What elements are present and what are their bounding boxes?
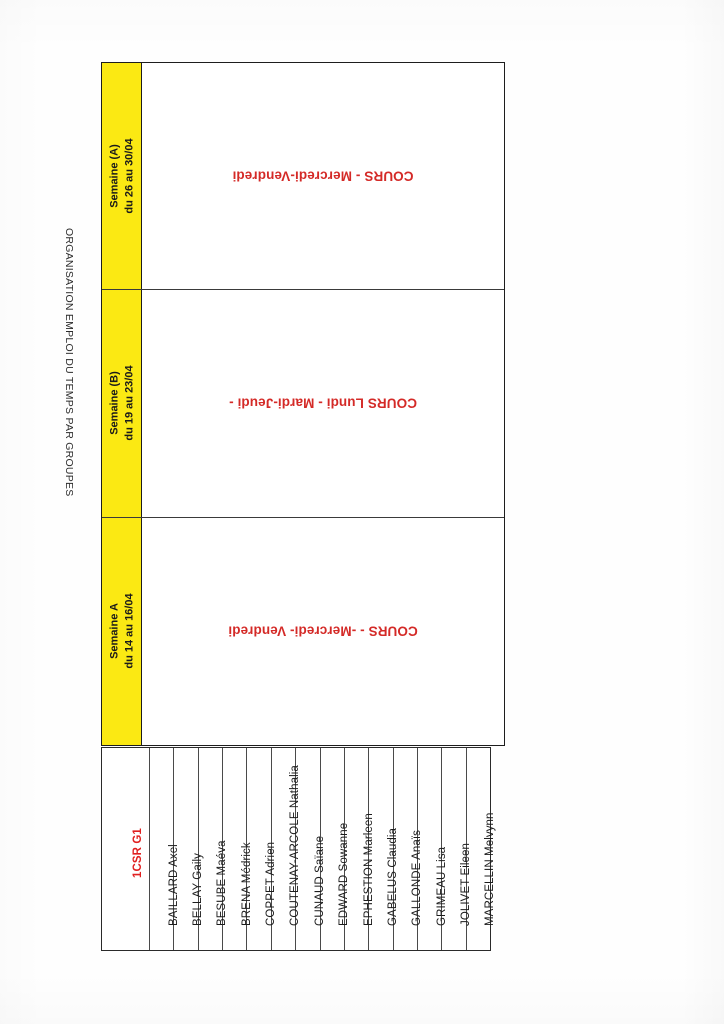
roster-name-column: CUNAUD Saïane <box>296 748 326 950</box>
week-dates: du 26 au 30/04 <box>122 138 135 214</box>
roster-name-column: GRIMEAU Lisa <box>418 748 448 950</box>
week-header-cell: Semaine (B) du 19 au 23/04 <box>102 290 142 517</box>
week-dates: du 14 au 16/04 <box>122 593 135 669</box>
schedule-row: Semaine A du 14 au 16/04 COURS - -Mercre… <box>102 517 504 745</box>
roster-name-column: COUTENAY-ARCOLE Nathalia <box>272 748 301 950</box>
week-dates: du 19 au 23/04 <box>122 365 135 442</box>
schedule-row: Semaine (B) du 19 au 23/04 COURS Lundi -… <box>102 290 504 518</box>
week-header-cell: Semaine A du 14 au 16/04 <box>102 517 142 745</box>
student-roster-table: 1CSR G1 BAILLARD Axel BELLAY Gaily BESUBE … <box>101 747 496 951</box>
course-days-text: COURS Lundi - Mardi-Jeudi - <box>229 395 417 411</box>
week-name: Semaine (B) <box>108 371 120 436</box>
roster-name-column: BRENA Médrick <box>223 748 253 950</box>
group-label: 1CSR G1 <box>131 828 144 878</box>
roster-name-column: COPPET Adrien <box>247 748 277 950</box>
week-header-text: Semaine (A) du 26 au 30/04 <box>107 139 136 214</box>
student-name: MARCELLIN Melvynn <box>484 812 497 926</box>
roster-name-column: BAILLARD Axel <box>150 748 180 950</box>
course-days-text: COURS - -Mercredi- Vendredi <box>228 623 418 639</box>
schedule-cell: COURS Lundi - Mardi-Jeudi - <box>142 290 504 517</box>
roster-group-column: 1CSR G1 <box>102 748 150 950</box>
schedule-row: Semaine (A) du 26 au 30/04 COURS - Mercr… <box>102 63 504 291</box>
schedule-cell: COURS - Mercredi-Vendredi <box>142 63 504 290</box>
week-header-text: Semaine A du 14 au 16/04 <box>107 594 136 669</box>
week-name: Semaine (A) <box>108 144 120 208</box>
schedule-cell: COURS - -Mercredi- Vendredi <box>142 517 504 745</box>
roster-name-column: GALLONDE Anaïs <box>394 748 423 950</box>
course-days-text: COURS - Mercredi-Vendredi <box>232 168 414 184</box>
page-title: ORGANISATION EMPLOI DU TEMPS PAR GROUPES <box>63 228 75 497</box>
roster-name-column: BESUBE Maéva <box>199 748 228 950</box>
roster-name-column: GABELUS Claudia <box>369 748 399 950</box>
week-header-text: Semaine (B) du 19 au 23/04 <box>107 366 136 441</box>
roster-name-column: JOLIVET Eileen <box>442 748 472 950</box>
roster-name-column: BELLAY Gaily <box>174 748 204 950</box>
schedule-table: Semaine (A) du 26 au 30/04 COURS - Mercr… <box>101 62 505 746</box>
roster-name-column: MARCELLIN Melvynn <box>467 748 496 950</box>
roster-name-column: EDWARD Sowanne <box>321 748 350 950</box>
week-header-cell: Semaine (A) du 26 au 30/04 <box>102 63 142 290</box>
roster-name-column: EPHESTION Marleen <box>345 748 375 950</box>
week-name: Semaine A <box>108 603 120 660</box>
